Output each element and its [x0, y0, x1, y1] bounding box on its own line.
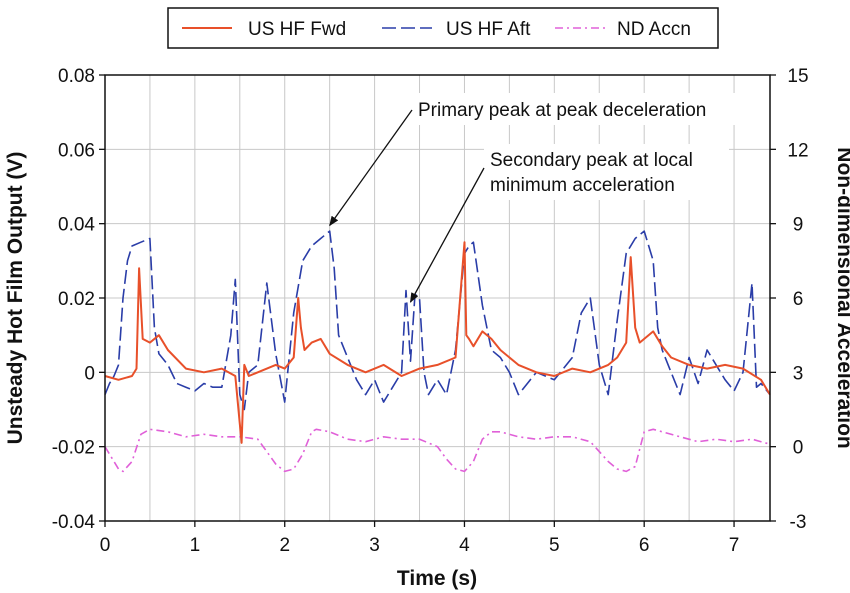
legend-box — [167, 7, 719, 49]
x-axis-title: Time (s) — [397, 567, 477, 590]
annotation-secondary-box — [484, 144, 729, 200]
y-left-tick-label: 0.04 — [58, 215, 95, 236]
ticks — [99, 74, 776, 527]
x-tick-label: 3 — [369, 535, 380, 556]
y-axis-left-title: Unsteady Hot Film Output (V) — [4, 152, 27, 445]
legend-label-accn: ND Accn — [617, 19, 691, 40]
legend: US HF Fwd US HF Aft ND Accn — [167, 7, 719, 49]
annotation-primary: Primary peak at peak deceleration — [329, 93, 757, 227]
y-axis-right-title: Non-dimensional Acceleration — [833, 147, 850, 448]
annotation-primary-arrow — [329, 109, 413, 227]
y-left-tick-label: 0.08 — [58, 66, 95, 87]
series-line-us-hf-fwd — [104, 241, 771, 444]
series-layer — [104, 230, 771, 473]
series-line-us-hf-aft — [104, 230, 771, 411]
y-right-tick-label: 6 — [793, 289, 804, 310]
x-tick-label: 5 — [549, 535, 560, 556]
legend-label-aft: US HF Aft — [446, 19, 531, 40]
y-right-tick-label: 0 — [793, 438, 804, 459]
x-tick-label: 4 — [459, 535, 470, 556]
annotation-primary-box — [412, 93, 757, 125]
tick-labels: 0 1 2 3 4 5 6 7-0.04-0.0200.020.040.060.08-3036… — [52, 66, 809, 556]
y-right-tick-label: -3 — [790, 512, 807, 533]
x-tick-label: 1 — [190, 535, 201, 556]
annotation-secondary-line-2: minimum acceleration — [490, 175, 675, 196]
x-tick-label: 6 — [639, 535, 650, 556]
y-left-tick-label: -0.04 — [52, 512, 96, 533]
annotation-primary-text: Primary peak at peak deceleration — [418, 100, 706, 121]
y-left-tick-label: -0.02 — [52, 438, 95, 459]
y-left-tick-label: 0 — [84, 363, 95, 384]
y-left-tick-label: 0.06 — [58, 140, 95, 161]
y-left-tick-label: 0.02 — [58, 289, 95, 310]
series-line-nd-accn — [104, 428, 771, 473]
y-right-tick-label: 3 — [793, 363, 804, 384]
x-tick-label: 7 — [729, 535, 740, 556]
annotation-secondary: Secondary peak at local minimum accelera… — [409, 144, 729, 303]
y-right-tick-label: 9 — [793, 215, 804, 236]
legend-label-fwd: US HF Fwd — [248, 19, 346, 40]
y-right-tick-label: 12 — [787, 140, 808, 161]
annotation-secondary-arrow — [409, 167, 485, 303]
x-tick-label: 0 — [100, 535, 111, 556]
x-tick-label: 2 — [279, 535, 290, 556]
annotation-secondary-line-1: Secondary peak at local — [490, 150, 693, 171]
y-right-tick-label: 15 — [787, 66, 808, 87]
